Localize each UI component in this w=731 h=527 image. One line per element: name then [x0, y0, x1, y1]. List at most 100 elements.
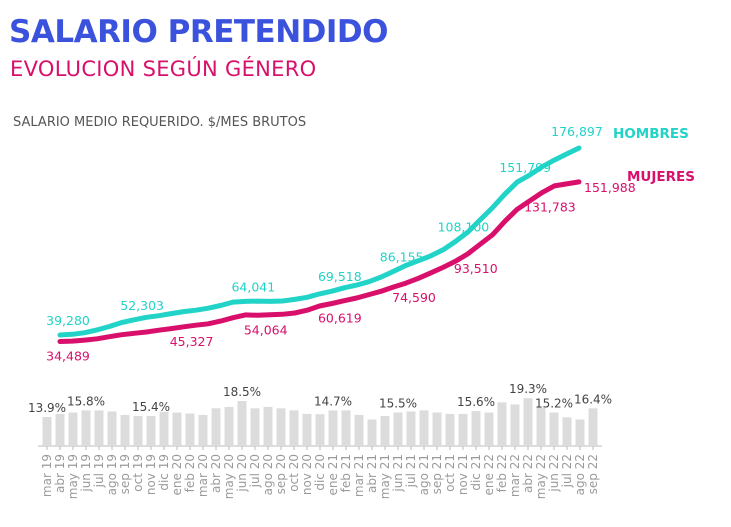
hombres-line: [57, 145, 582, 338]
mujeres-data-label: 45,327: [170, 334, 214, 349]
bar: [471, 411, 481, 446]
x-tick-label: abr 20: [209, 454, 223, 493]
bar: [81, 410, 91, 446]
x-tick-label: mar 21: [352, 454, 366, 497]
x-tick-label: oct 19: [131, 454, 145, 492]
mujeres-data-label: 54,064: [244, 322, 288, 337]
x-tick-label: may 21: [378, 454, 392, 499]
x-tick-label: jun 19: [79, 454, 93, 493]
mujeres-data-label: 93,510: [454, 261, 498, 276]
x-tick-label: mar 22: [508, 454, 522, 497]
bar: [575, 419, 585, 446]
bar: [55, 413, 65, 446]
x-tick-label: sep 20: [274, 454, 288, 494]
bar: [419, 410, 429, 446]
bar: [523, 398, 533, 446]
mujeres-data-label: 34,489: [46, 349, 90, 364]
hombres-data-label: 52,303: [120, 298, 164, 313]
legend-mujeres: MUJERES: [627, 169, 695, 185]
x-tick-label: jun 21: [391, 454, 405, 493]
bar-data-label: 15.2%: [535, 396, 573, 410]
bar: [341, 410, 351, 446]
bar-data-label: 15.6%: [457, 395, 495, 409]
x-tick-label: feb 21: [339, 454, 353, 492]
bar: [497, 402, 507, 446]
x-tick-label: abr 21: [365, 454, 379, 493]
bar: [94, 410, 104, 446]
x-tick-label: ene 21: [326, 454, 340, 495]
bar: [263, 406, 273, 446]
bar: [393, 412, 403, 446]
bar: [380, 415, 390, 446]
bar: [458, 413, 468, 446]
hombres-data-label: 108,100: [438, 219, 490, 234]
x-tick-label: may 20: [222, 454, 236, 499]
bar-data-label: 15.8%: [67, 394, 105, 408]
bar: [367, 419, 377, 446]
x-tick-label: may 22: [534, 454, 548, 499]
bar: [536, 407, 546, 446]
bar: [354, 414, 364, 446]
bar-data-label: 19.3%: [509, 382, 547, 396]
bar: [549, 412, 559, 446]
legend-hombres: HOMBRES: [613, 126, 689, 142]
x-tick-label: abr 22: [521, 454, 535, 493]
x-tick-label: oct 21: [443, 454, 457, 492]
bar: [289, 410, 299, 446]
bar: [406, 411, 416, 446]
x-tick-label: mar 19: [40, 454, 54, 497]
x-tick-label: jul 19: [92, 454, 106, 488]
x-tick-label: ago 21: [417, 454, 431, 495]
mujeres-data-label: 60,619: [318, 310, 362, 325]
x-tick-label: ago 19: [105, 454, 119, 495]
x-tick-label: ene 20: [170, 454, 184, 495]
bar: [172, 412, 182, 446]
bar: [276, 408, 286, 446]
chart-title: SALARIO PRETENDIDO: [9, 14, 389, 50]
x-tick-label: feb 22: [495, 454, 509, 492]
mujeres-data-label: 74,590: [392, 290, 436, 305]
bar: [328, 410, 338, 446]
bar: [588, 408, 598, 446]
bar: [133, 415, 143, 446]
bar: [562, 417, 572, 446]
bar: [510, 404, 520, 446]
bar: [315, 414, 325, 446]
hombres-data-label: 39,280: [46, 313, 90, 328]
x-tick-label: dic 21: [469, 454, 483, 491]
bar: [211, 408, 221, 446]
bar-data-label: 15.4%: [132, 400, 170, 414]
bar-data-label: 16.4%: [574, 392, 612, 406]
x-tick-label: jul 20: [248, 454, 262, 488]
bar: [198, 414, 208, 446]
x-tick-label: dic 20: [313, 454, 327, 491]
bar-data-label: 13.9%: [28, 401, 66, 415]
x-tick-label: jul 22: [560, 454, 574, 488]
x-tick-label: feb 20: [183, 454, 197, 492]
bar: [107, 411, 117, 446]
bar: [250, 408, 260, 446]
x-tick-label: ene 22: [482, 454, 496, 495]
hombres-data-label: 86,155: [380, 249, 424, 264]
x-tick-label: dic 19: [157, 454, 171, 491]
bar: [445, 413, 455, 446]
line-chart-title: SALARIO MEDIO REQUERIDO. $/MES BRUTOS: [13, 115, 307, 130]
mujeres-line: [57, 179, 582, 344]
mujeres-data-label: 131,783: [524, 200, 576, 215]
bar: [484, 412, 494, 446]
bar: [224, 406, 234, 446]
bar: [146, 415, 156, 446]
bar: [237, 401, 247, 446]
hombres-data-label: 69,518: [318, 269, 362, 284]
bar-data-label: 15.5%: [379, 396, 417, 410]
bar-data-label: 18.5%: [223, 385, 261, 399]
bar: [185, 413, 195, 446]
bar: [68, 412, 78, 446]
x-tick-label: sep 21: [430, 454, 444, 494]
x-tick-label: mar 20: [196, 454, 210, 497]
bar: [42, 417, 52, 446]
x-tick-label: jun 22: [547, 454, 561, 493]
x-tick-label: jul 21: [404, 454, 418, 488]
hombres-data-label: 64,041: [231, 279, 275, 294]
